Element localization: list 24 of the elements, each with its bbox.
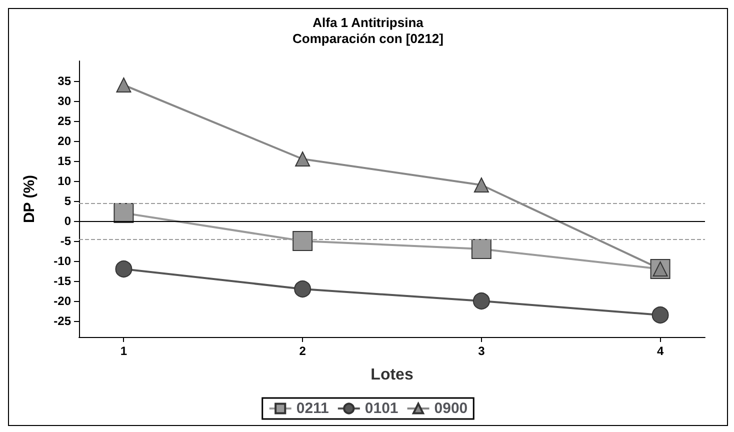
x-tick-label: 2 [299,344,306,358]
y-tick-label: 35 [58,74,72,88]
legend-label: 0211 [296,400,329,417]
y-tick-label: -20 [54,294,72,308]
y-tick-label: 15 [58,154,72,168]
y-tick-label: 5 [64,194,72,208]
y-tick-label: 10 [58,174,72,188]
x-axis-title: Lotes [370,366,414,384]
y-tick-label: 20 [58,134,72,148]
x-tick-label: 4 [656,344,664,358]
y-tick-label: 25 [58,114,72,128]
x-tick-label: 1 [120,344,128,358]
y-tick-label: 30 [58,94,72,108]
y-axis-title: DP (%) [21,174,38,224]
y-tick-label: -10 [54,254,72,268]
chart-title: Alfa 1 Antitripsina [312,15,424,30]
y-tick-label: -15 [54,274,72,288]
chart-subtitle: Comparación con [0212] [292,31,444,46]
y-tick-label: 0 [64,214,72,228]
y-tick-label: -5 [60,234,72,248]
legend-label: 0900 [434,400,468,417]
x-tick-label: 3 [478,344,486,358]
y-tick-label: -25 [54,314,72,328]
legend-label: 0101 [364,400,398,417]
